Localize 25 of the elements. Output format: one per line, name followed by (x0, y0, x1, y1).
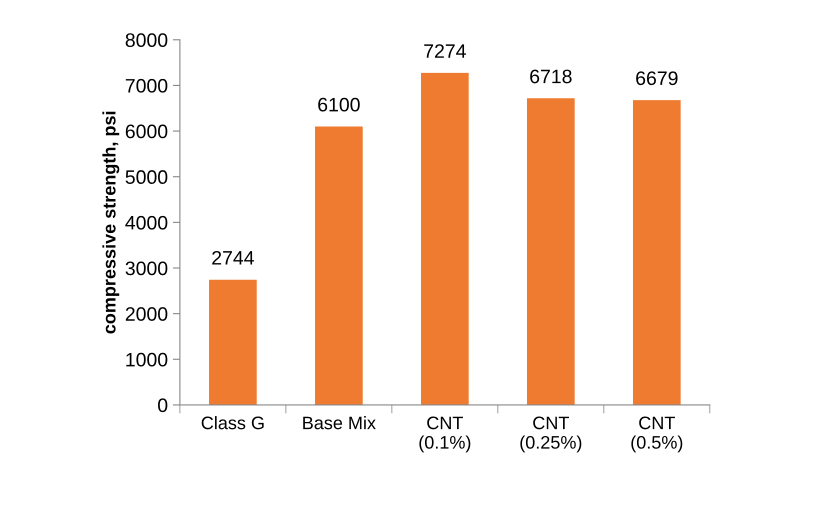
y-tick-label: 1000 (126, 352, 168, 367)
y-tick-label: 8000 (126, 33, 168, 48)
bar (315, 126, 363, 405)
data-label: 6679 (636, 71, 678, 86)
data-label: 2744 (212, 250, 254, 265)
x-tick-label: Class G (202, 416, 264, 430)
bar (632, 100, 681, 405)
x-tick-label: CNT (0.25%) (520, 416, 582, 452)
y-tick-label: 4000 (125, 216, 168, 230)
bar (209, 280, 257, 405)
y-tick-label: 6000 (126, 124, 168, 138)
x-tick-label: Base Mix (303, 416, 376, 430)
data-label: 6100 (318, 98, 360, 112)
y-tick-label: 3000 (126, 261, 168, 276)
y-tick-label: 0 (158, 398, 168, 412)
y-tick-label: 5000 (126, 170, 168, 184)
bar (421, 72, 469, 405)
data-label: 6718 (530, 70, 572, 84)
x-tick-label: CNT (0.1%) (419, 416, 470, 452)
data-label: 7274 (424, 44, 466, 58)
bar (526, 98, 575, 405)
y-tick-label: 7000 (126, 78, 168, 93)
y-axis-title: compressive strength, psi (102, 112, 120, 334)
y-tick-label: 2000 (126, 307, 168, 321)
x-tick-label: CNT (0.5%) (631, 416, 682, 452)
